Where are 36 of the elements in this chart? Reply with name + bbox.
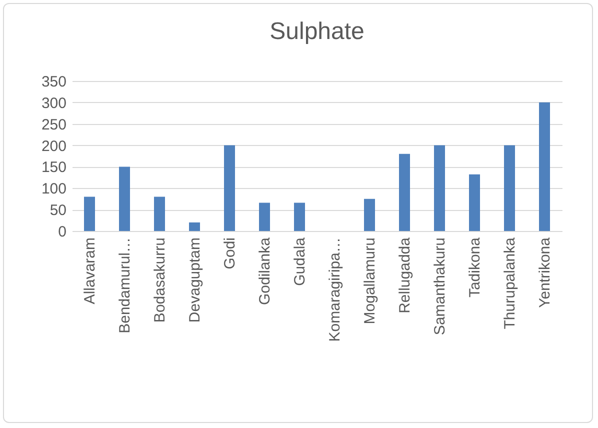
x-tick-label: Allavaram xyxy=(82,238,98,304)
bar xyxy=(84,196,95,231)
y-tick-label: 200 xyxy=(41,138,66,155)
y-tick-label: 300 xyxy=(41,94,66,112)
bar xyxy=(119,166,130,231)
bar xyxy=(224,145,235,231)
y-tick-label: 50 xyxy=(50,202,66,220)
y-tick-label: 250 xyxy=(41,116,66,134)
bar xyxy=(504,145,515,231)
x-tick-label: Bodasakurru xyxy=(152,238,168,323)
x-tick-label: Samanthakuru xyxy=(432,238,448,336)
bar xyxy=(189,222,200,231)
x-tick-label: Mogallamuru xyxy=(362,238,378,324)
x-tick-label: Thurupalanka xyxy=(502,236,518,330)
bar xyxy=(399,154,410,231)
bar xyxy=(294,202,305,231)
y-tick-label: 150 xyxy=(41,159,66,176)
y-tick-label: 350 xyxy=(41,74,66,90)
x-tick-label: Devaguptam xyxy=(186,238,204,323)
y-tick-label: 0 xyxy=(58,224,66,240)
x-tick-label: Gudala xyxy=(292,236,308,286)
bar xyxy=(469,174,480,231)
bar xyxy=(154,196,165,231)
x-tick-label: Komaragiripa… xyxy=(326,238,344,342)
y-tick-label: 100 xyxy=(41,180,66,198)
x-tick-label: Rellugadda xyxy=(396,236,414,314)
x-tick-label: Godilanka xyxy=(256,236,274,306)
x-tick-label: Yentrikona xyxy=(536,236,554,308)
bar xyxy=(539,102,550,231)
x-tick-label: Godi xyxy=(222,238,238,270)
bar xyxy=(434,145,445,231)
bar xyxy=(364,198,375,231)
x-tick-label: Tadikona xyxy=(466,236,484,298)
x-tick-label: Bendamurul… xyxy=(116,238,134,334)
bar xyxy=(259,202,270,231)
chart-title: Sulphate xyxy=(270,18,364,45)
